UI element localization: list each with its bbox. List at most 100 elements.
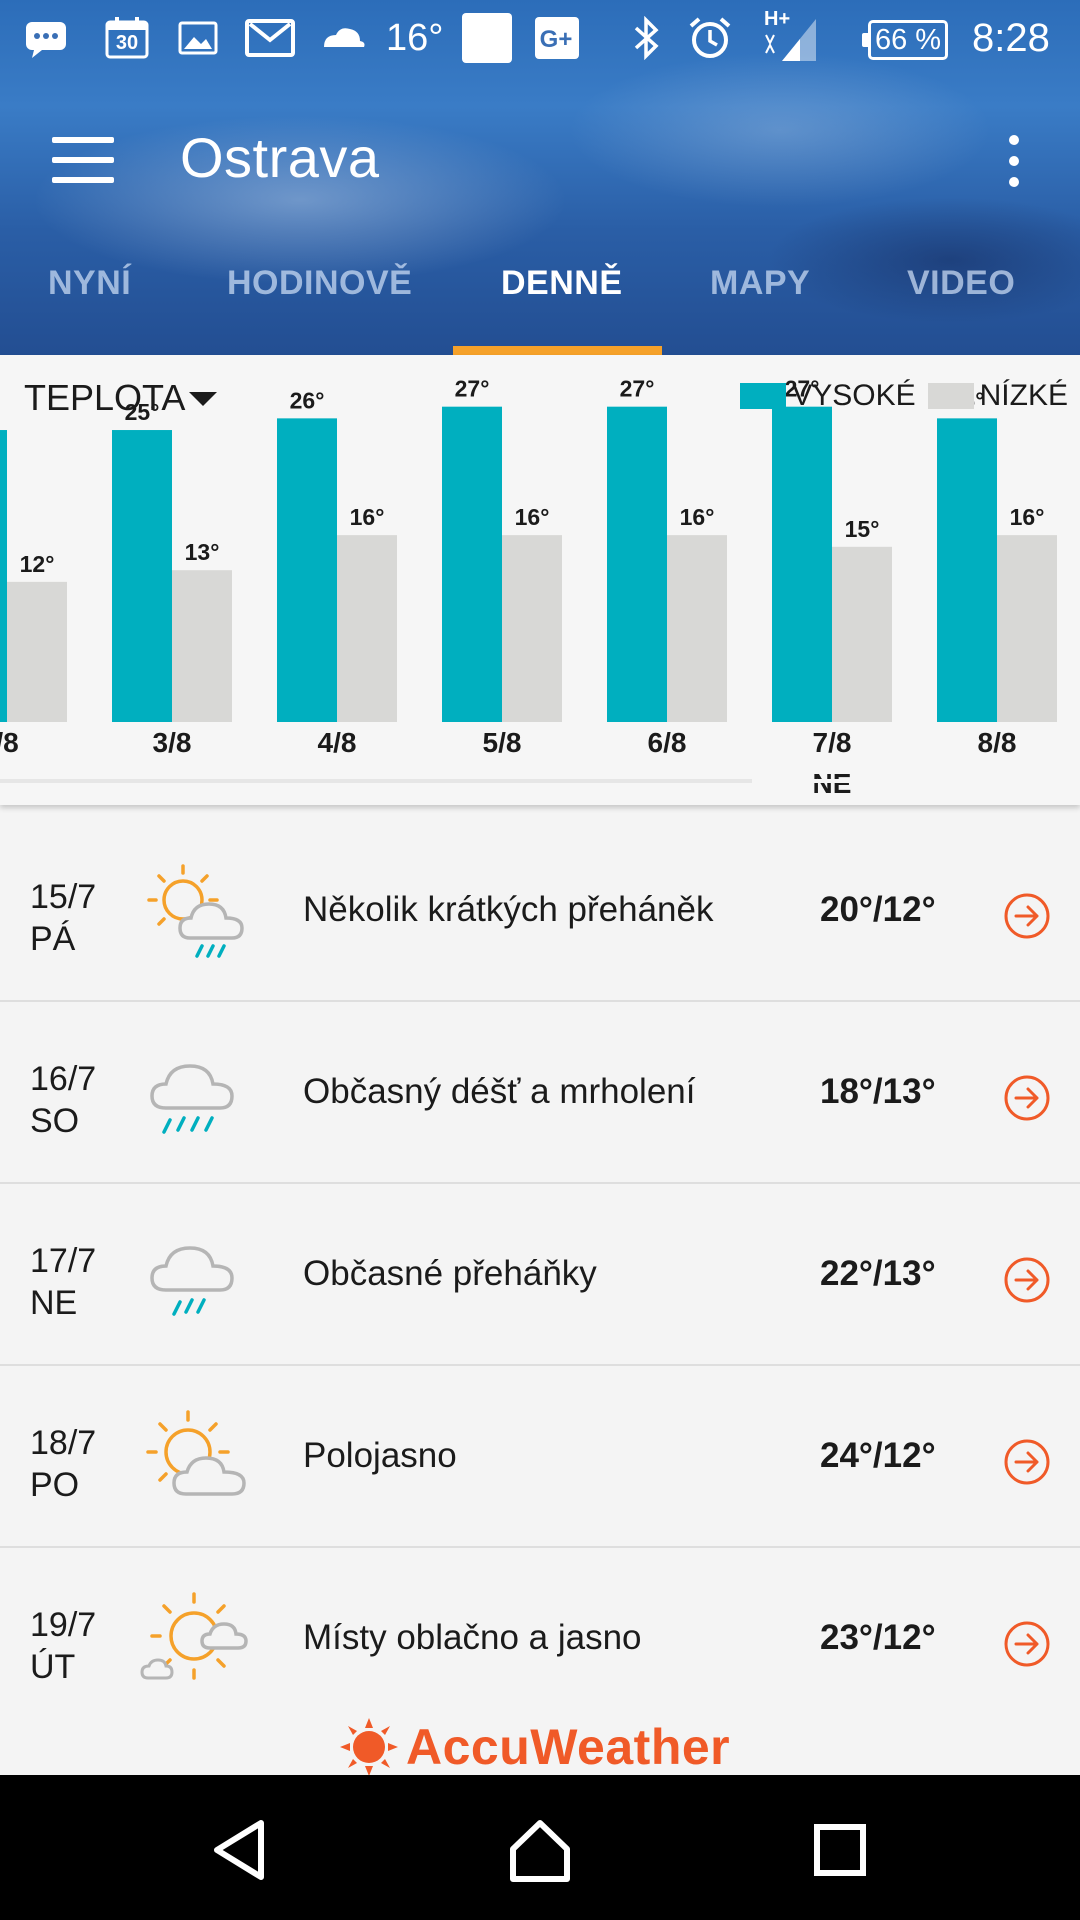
tab-denne[interactable]: DENNĚ [501,264,623,302]
cloud-showers-icon [150,1246,234,1316]
back-icon[interactable] [205,1815,275,1885]
accuweather-sun-icon [340,1718,398,1776]
gmail-icon [244,14,296,62]
label-high-3: 27° [455,376,490,402]
chart-legend: VYSOKÉ NÍZKÉ [728,379,1068,413]
label-high-1: 25° [125,399,160,425]
battery-level: 66 % [874,24,942,56]
tick-sublabel-5: NE [813,768,852,799]
tick-label-6: 8/8 [978,727,1017,758]
blank-notification-icon [462,13,512,63]
temperature-chart-card: 12° /8 25° 13° 3/8 26° 16° 4/8 27° 16° 5/8 27° 16° 6/… [0,355,1080,805]
legend-low-label: NÍZKÉ [979,379,1068,412]
list-item[interactable]: 15/7 PÁ Několik krátkých přeháněk 20°/12° [0,820,1080,1002]
arrow-right-circle-icon[interactable] [1003,1074,1051,1122]
svg-text:G+: G+ [540,26,573,53]
bar-low-5 [832,546,892,722]
signal-icon: H+ [760,8,820,62]
partly-sunny-icon [146,1410,246,1496]
forecast-date: 18/7 PO [30,1424,97,1504]
cloud-rain-drizzle-icon [150,1064,234,1134]
bar-high-6 [937,418,997,722]
tab-mapy[interactable]: MAPY [710,264,811,302]
tick-label-2: 4/8 [318,727,357,758]
app-header: 30 16° G+ H+ [0,0,1080,355]
gallery-icon [178,14,218,62]
temperature-chart[interactable]: 12° /8 25° 13° 3/8 26° 16° 4/8 27° 16° 5/8 27° 16° 6/… [0,355,1080,805]
weather-cloud-icon [318,14,368,62]
calendar-icon: 30 [104,14,150,62]
legend-high: VYSOKÉ [740,379,916,413]
forecast-date: 17/7 NE [30,1242,97,1322]
google-plus-icon: G+ [534,14,580,62]
brand-name: AccuWeather [406,1719,731,1775]
forecast-date: 16/7 SO [30,1060,97,1140]
chart-scroll-indicator [0,779,1080,783]
bar-high-3 [442,406,502,722]
caret-down-icon [189,392,218,406]
list-item[interactable]: 16/7 SO Občasný déšť a mrholení 18°/13° [0,1002,1080,1184]
bluetooth-icon [630,14,664,62]
chat-icon [24,14,68,62]
tick-label-4: 6/8 [648,727,687,758]
tick-label-3: 5/8 [483,727,522,758]
legend-high-label: VYSOKÉ [792,379,916,412]
forecast-condition: Občasný déšť a mrholení [303,1072,696,1111]
label-high-5: 27° [785,376,820,402]
forecast-condition: Občasné přeháňky [303,1254,597,1293]
hamburger-icon[interactable] [52,137,114,183]
tab-video[interactable]: VIDEO [907,264,1016,302]
label-high-4: 27° [620,376,655,402]
label-low-4: 16° [680,504,715,530]
bar-low-2 [337,535,397,722]
tab-nyni[interactable]: NYNÍ [48,264,132,302]
forecast-temps: 24°/12° [820,1436,936,1475]
daily-forecast-list: 15/7 PÁ Několik krátkých přeháněk 20°/12°… [0,820,1080,1730]
arrow-right-circle-icon[interactable] [1003,1620,1051,1668]
label-high-2: 26° [290,387,325,413]
bar-high-4 [607,406,667,722]
status-time: 8:28 [972,16,1050,60]
status-bar: 30 16° G+ H+ [0,0,1080,75]
more-vert-icon[interactable] [1000,135,1028,187]
forecast-condition: Místy oblačno a jasno [303,1618,642,1657]
label-low-3: 16° [515,504,550,530]
list-item[interactable]: 19/7 ÚT Místy oblačno a jasno 23°/12° [0,1548,1080,1730]
bar-high-2 [277,418,337,722]
forecast-temps: 18°/13° [820,1072,936,1111]
home-icon[interactable] [505,1815,575,1885]
metric-selector[interactable]: TEPLOTA [24,377,218,419]
tick-label-1: 3/8 [153,727,192,758]
legend-low: NÍZKÉ [927,379,1068,413]
arrow-right-circle-icon[interactable] [1003,1438,1051,1486]
forecast-condition: Několik krátkých přeháněk [303,890,714,929]
list-item[interactable]: 18/7 PO Polojasno 24°/12° [0,1366,1080,1548]
forecast-condition: Polojasno [303,1436,457,1475]
tab-hodinove[interactable]: HODINOVĚ [227,264,413,302]
label-low-1: 13° [185,539,220,565]
system-nav-bar [0,1775,1080,1920]
metric-label: TEPLOTA [24,377,186,418]
label-low-6: 16° [1010,504,1045,530]
accuweather-logo[interactable]: AccuWeather [340,1718,730,1776]
bar-high-1 [112,430,172,722]
calendar-day: 30 [115,32,139,54]
label-low-0: 12° [20,551,55,577]
list-item[interactable]: 17/7 NE Občasné přeháňky 22°/13° [0,1184,1080,1366]
arrow-right-circle-icon[interactable] [1003,1256,1051,1304]
status-temperature: 16° [386,17,444,59]
alarm-icon [686,14,734,62]
tick-label-5: 7/8 [813,727,852,758]
bar-high-5 [772,406,832,722]
sun-cloud-showers-icon [147,864,244,958]
city-title: Ostrava [180,126,380,189]
tab-bar: NYNÍ HODINOVĚ DENNĚ MAPY VIDEO [0,250,1080,355]
active-tab-indicator [453,346,662,355]
recents-icon[interactable] [805,1815,875,1885]
arrow-right-circle-icon[interactable] [1003,892,1051,940]
forecast-date: 19/7 ÚT [30,1606,97,1686]
network-type: H+ [764,8,791,30]
bar-high-0 [0,430,7,722]
bar-low-3 [502,535,562,722]
bar-low-4 [667,535,727,722]
